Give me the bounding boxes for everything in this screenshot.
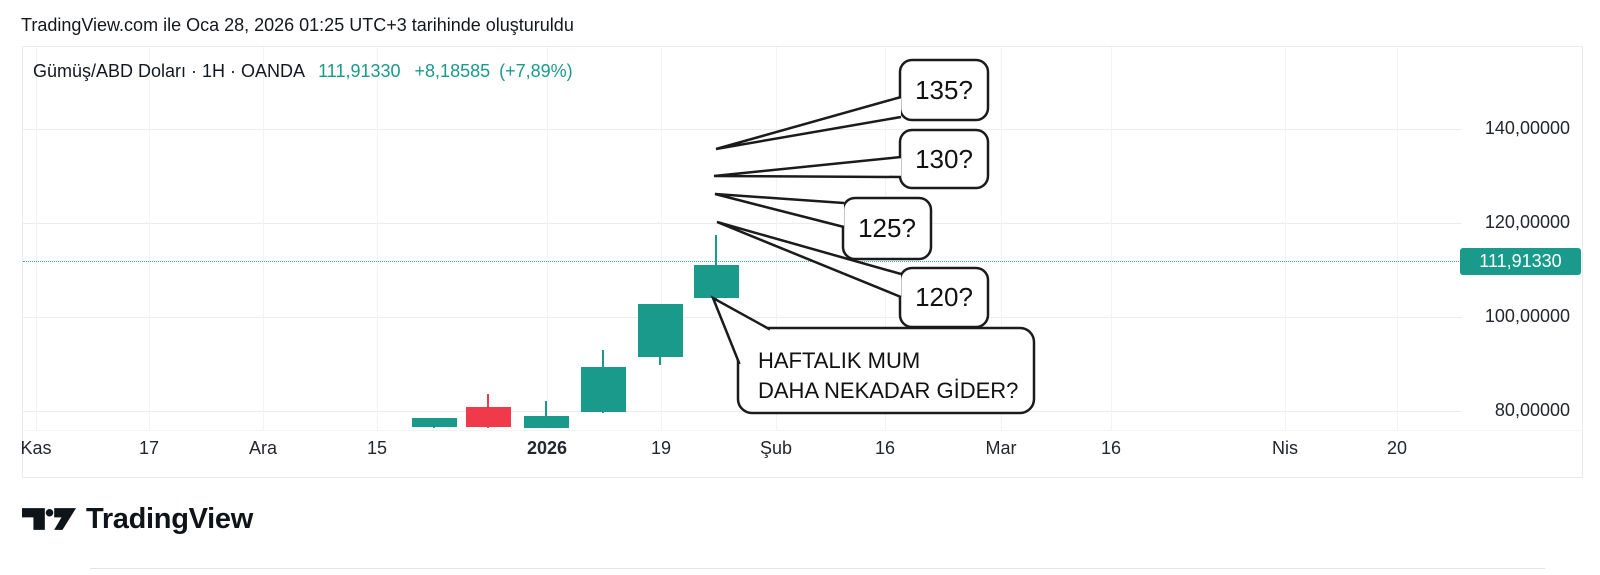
- tradingview-logo-mark: [22, 508, 76, 530]
- time-axis-label[interactable]: 2026: [526, 438, 568, 458]
- pane-border-right: [1582, 46, 1583, 478]
- grid-line-vertical: [263, 47, 264, 430]
- candle-body[interactable]: [580, 367, 626, 413]
- grid-line-vertical: [1111, 47, 1112, 430]
- candle-body[interactable]: [411, 417, 457, 428]
- time-axis-label[interactable]: Mar: [985, 438, 1017, 458]
- callout-120-label: 120?: [915, 282, 973, 312]
- grid-line-horizontal: [23, 129, 1462, 130]
- time-axis-label[interactable]: 17: [138, 438, 160, 458]
- price-change-abs: +8,18585: [414, 61, 491, 81]
- candle-body[interactable]: [637, 304, 683, 358]
- grid-line-vertical: [377, 47, 378, 430]
- callout-120[interactable]: 120?: [716, 220, 990, 329]
- tradingview-logo[interactable]: TradingView: [22, 503, 253, 536]
- price-axis-label[interactable]: 100,00000: [1484, 306, 1570, 326]
- callout-note-line2: DAHA NEKADAR GİDER?: [758, 378, 1018, 403]
- price-axis-label[interactable]: 140,00000: [1484, 118, 1570, 138]
- callout-125-label: 125?: [858, 213, 916, 243]
- time-axis-label[interactable]: Nis: [1272, 438, 1298, 458]
- symbol-title[interactable]: Gümüş/ABD Doları · 1H · OANDA: [33, 61, 305, 81]
- grid-line-vertical: [547, 47, 548, 430]
- price-change-pct: (+7,89%): [499, 61, 573, 81]
- callout-note-tail: [710, 295, 771, 365]
- callout-note[interactable]: HAFTALIK MUM DAHA NEKADAR GİDER?: [710, 295, 1036, 415]
- callout-125-tail: [714, 192, 845, 229]
- grid-line-vertical: [149, 47, 150, 430]
- callout-125[interactable]: 125?: [714, 192, 933, 261]
- symbol-header: Gümüş/ABD Doları · 1H · OANDA 111,91330 …: [33, 61, 573, 82]
- callout-130-label: 130?: [915, 144, 973, 174]
- time-axis-label[interactable]: 15: [366, 438, 388, 458]
- time-axis-border-bottom: [22, 477, 1582, 478]
- bottom-divider: [90, 568, 1545, 569]
- pane-border-top: [22, 46, 1582, 47]
- grid-line-horizontal: [23, 411, 1462, 412]
- time-axis-label[interactable]: Kas: [20, 438, 52, 458]
- time-axis-label[interactable]: 19: [650, 438, 672, 458]
- price-axis-label[interactable]: 120,00000: [1484, 212, 1570, 232]
- callout-135[interactable]: 135?: [715, 58, 990, 151]
- grid-line-vertical: [661, 47, 662, 430]
- callout-note-line1: HAFTALIK MUM: [758, 348, 920, 373]
- candle-body[interactable]: [523, 415, 569, 428]
- callout-120-tail: [716, 220, 902, 299]
- candle-body[interactable]: [465, 407, 511, 428]
- time-axis-label[interactable]: 16: [874, 438, 896, 458]
- callout-135-label: 135?: [915, 75, 973, 105]
- callout-130[interactable]: 130?: [713, 128, 990, 190]
- time-axis-label[interactable]: 16: [1100, 438, 1122, 458]
- last-price-value: 111,91330: [318, 61, 401, 81]
- grid-line-vertical: [1285, 47, 1286, 430]
- candle-body[interactable]: [693, 265, 739, 299]
- callout-130-tail: [713, 155, 902, 179]
- tradingview-logo-text: TradingView: [86, 503, 253, 535]
- time-axis-label[interactable]: Ara: [248, 438, 277, 458]
- current-price-line: [23, 261, 1459, 262]
- time-axis-border-top: [22, 430, 1582, 431]
- grid-line-horizontal: [23, 223, 1462, 224]
- price-axis-label[interactable]: 80,00000: [1494, 400, 1570, 420]
- pane-border-left: [22, 46, 23, 478]
- price-label-badge[interactable]: 111,91330: [1460, 248, 1581, 275]
- candle-wick[interactable]: [545, 400, 547, 428]
- grid-line-vertical: [1001, 47, 1002, 430]
- time-axis-label[interactable]: Şub: [759, 438, 793, 458]
- time-axis-label[interactable]: 20: [1386, 438, 1408, 458]
- attribution-text: TradingView.com ile Oca 28, 2026 01:25 U…: [21, 15, 574, 35]
- grid-line-vertical: [36, 47, 37, 430]
- callout-135-tail: [715, 95, 902, 151]
- grid-line-vertical: [1397, 47, 1398, 430]
